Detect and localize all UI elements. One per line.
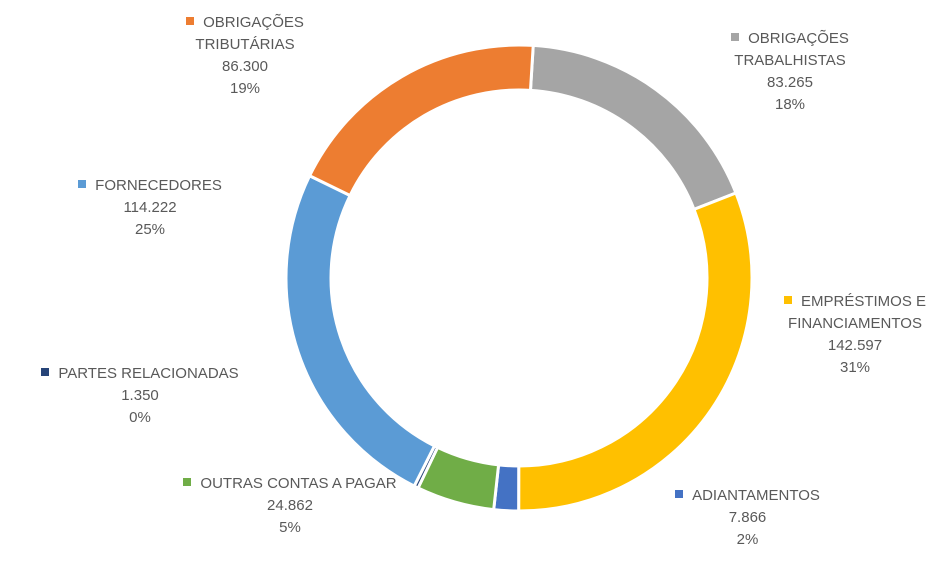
legend-marker bbox=[78, 180, 87, 188]
legend-marker bbox=[731, 33, 740, 41]
legend-marker bbox=[783, 296, 792, 304]
legend-marker bbox=[41, 368, 50, 376]
legend-marker bbox=[183, 478, 192, 486]
category-label: OUTRAS CONTAS A PAGAR bbox=[200, 475, 397, 492]
category-label: PARTES RELACIONADAS bbox=[58, 365, 239, 382]
percent-label: 5% bbox=[279, 519, 301, 536]
value-label: 114.222 bbox=[123, 199, 177, 216]
category-label: OBRIGAÇÕES TRABALHISTAS bbox=[734, 30, 849, 69]
percent-label: 25% bbox=[134, 221, 166, 238]
donut-slice bbox=[307, 43, 535, 198]
value-label: 1.350 bbox=[121, 387, 159, 404]
percent-label: 19% bbox=[229, 80, 261, 97]
data-label: OBRIGAÇÕES TRABALHISTAS 83.265 18% bbox=[700, 28, 880, 116]
percent-label: 18% bbox=[774, 96, 806, 113]
value-label: 24.862 bbox=[267, 497, 313, 514]
legend-marker bbox=[186, 17, 195, 25]
data-label: OUTRAS CONTAS A PAGAR 24.862 5% bbox=[180, 473, 400, 539]
data-label: OBRIGAÇÕES TRIBUTÁRIAS 86.300 19% bbox=[145, 12, 345, 100]
value-label: 83.265 bbox=[767, 74, 813, 91]
percent-label: 0% bbox=[129, 409, 151, 426]
category-label: EMPRÉSTIMOS E FINANCIAMENTOS bbox=[788, 293, 927, 332]
data-label: EMPRÉSTIMOS E FINANCIAMENTOS 142.597 31% bbox=[760, 291, 946, 379]
category-label: OBRIGAÇÕES TRIBUTÁRIAS bbox=[195, 14, 304, 53]
category-label: ADIANTAMENTOS bbox=[692, 487, 820, 504]
value-label: 142.597 bbox=[827, 337, 883, 354]
data-label: PARTES RELACIONADAS 1.350 0% bbox=[10, 363, 270, 429]
percent-label: 31% bbox=[839, 359, 871, 376]
legend-marker bbox=[675, 490, 684, 498]
data-label: ADIANTAMENTOS 7.866 2% bbox=[640, 485, 855, 551]
value-label: 7.866 bbox=[728, 509, 767, 526]
value-label: 86.300 bbox=[222, 58, 268, 75]
category-label: FORNECEDORES bbox=[95, 177, 222, 194]
donut-slice bbox=[284, 173, 437, 489]
percent-label: 2% bbox=[736, 531, 759, 548]
data-label: FORNECEDORES 114.222 25% bbox=[50, 175, 250, 241]
donut-slice bbox=[517, 191, 754, 513]
